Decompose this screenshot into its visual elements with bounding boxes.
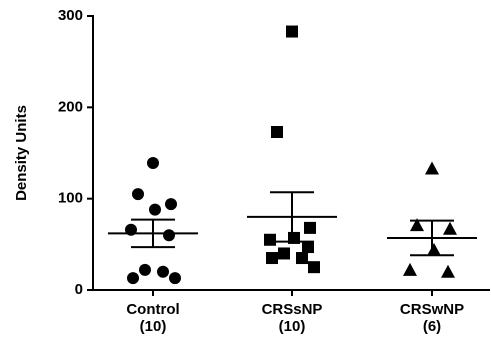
point (149, 203, 161, 216)
point (157, 265, 169, 278)
x-tick-label: CRSwNP (400, 301, 464, 318)
point (165, 198, 177, 211)
point (443, 221, 457, 235)
point (147, 157, 159, 170)
y-tick-label: 300 (58, 7, 83, 24)
point (139, 263, 151, 276)
y-axis-label: Density Units (13, 105, 30, 201)
point (286, 25, 298, 38)
point (132, 188, 144, 201)
x-tick-count: (10) (279, 318, 306, 335)
x-tick-count: (10) (140, 318, 167, 335)
point (304, 221, 316, 234)
y-tick-label: 0 (75, 281, 83, 298)
point (163, 229, 175, 242)
point (425, 161, 439, 175)
point (271, 125, 283, 138)
y-tick-label: 200 (58, 98, 83, 115)
point (264, 233, 276, 246)
x-tick-label: Control (126, 301, 179, 318)
point (169, 272, 181, 285)
point (427, 242, 441, 256)
point (410, 218, 424, 232)
x-tick-label: CRSsNP (262, 301, 323, 318)
point (302, 241, 314, 254)
point (441, 264, 455, 278)
point (127, 272, 139, 285)
point (296, 252, 308, 265)
point (266, 252, 278, 265)
point (278, 247, 290, 260)
y-tick-label: 100 (58, 190, 83, 207)
x-tick-count: (6) (423, 318, 441, 335)
point (403, 262, 417, 276)
point (308, 261, 320, 274)
